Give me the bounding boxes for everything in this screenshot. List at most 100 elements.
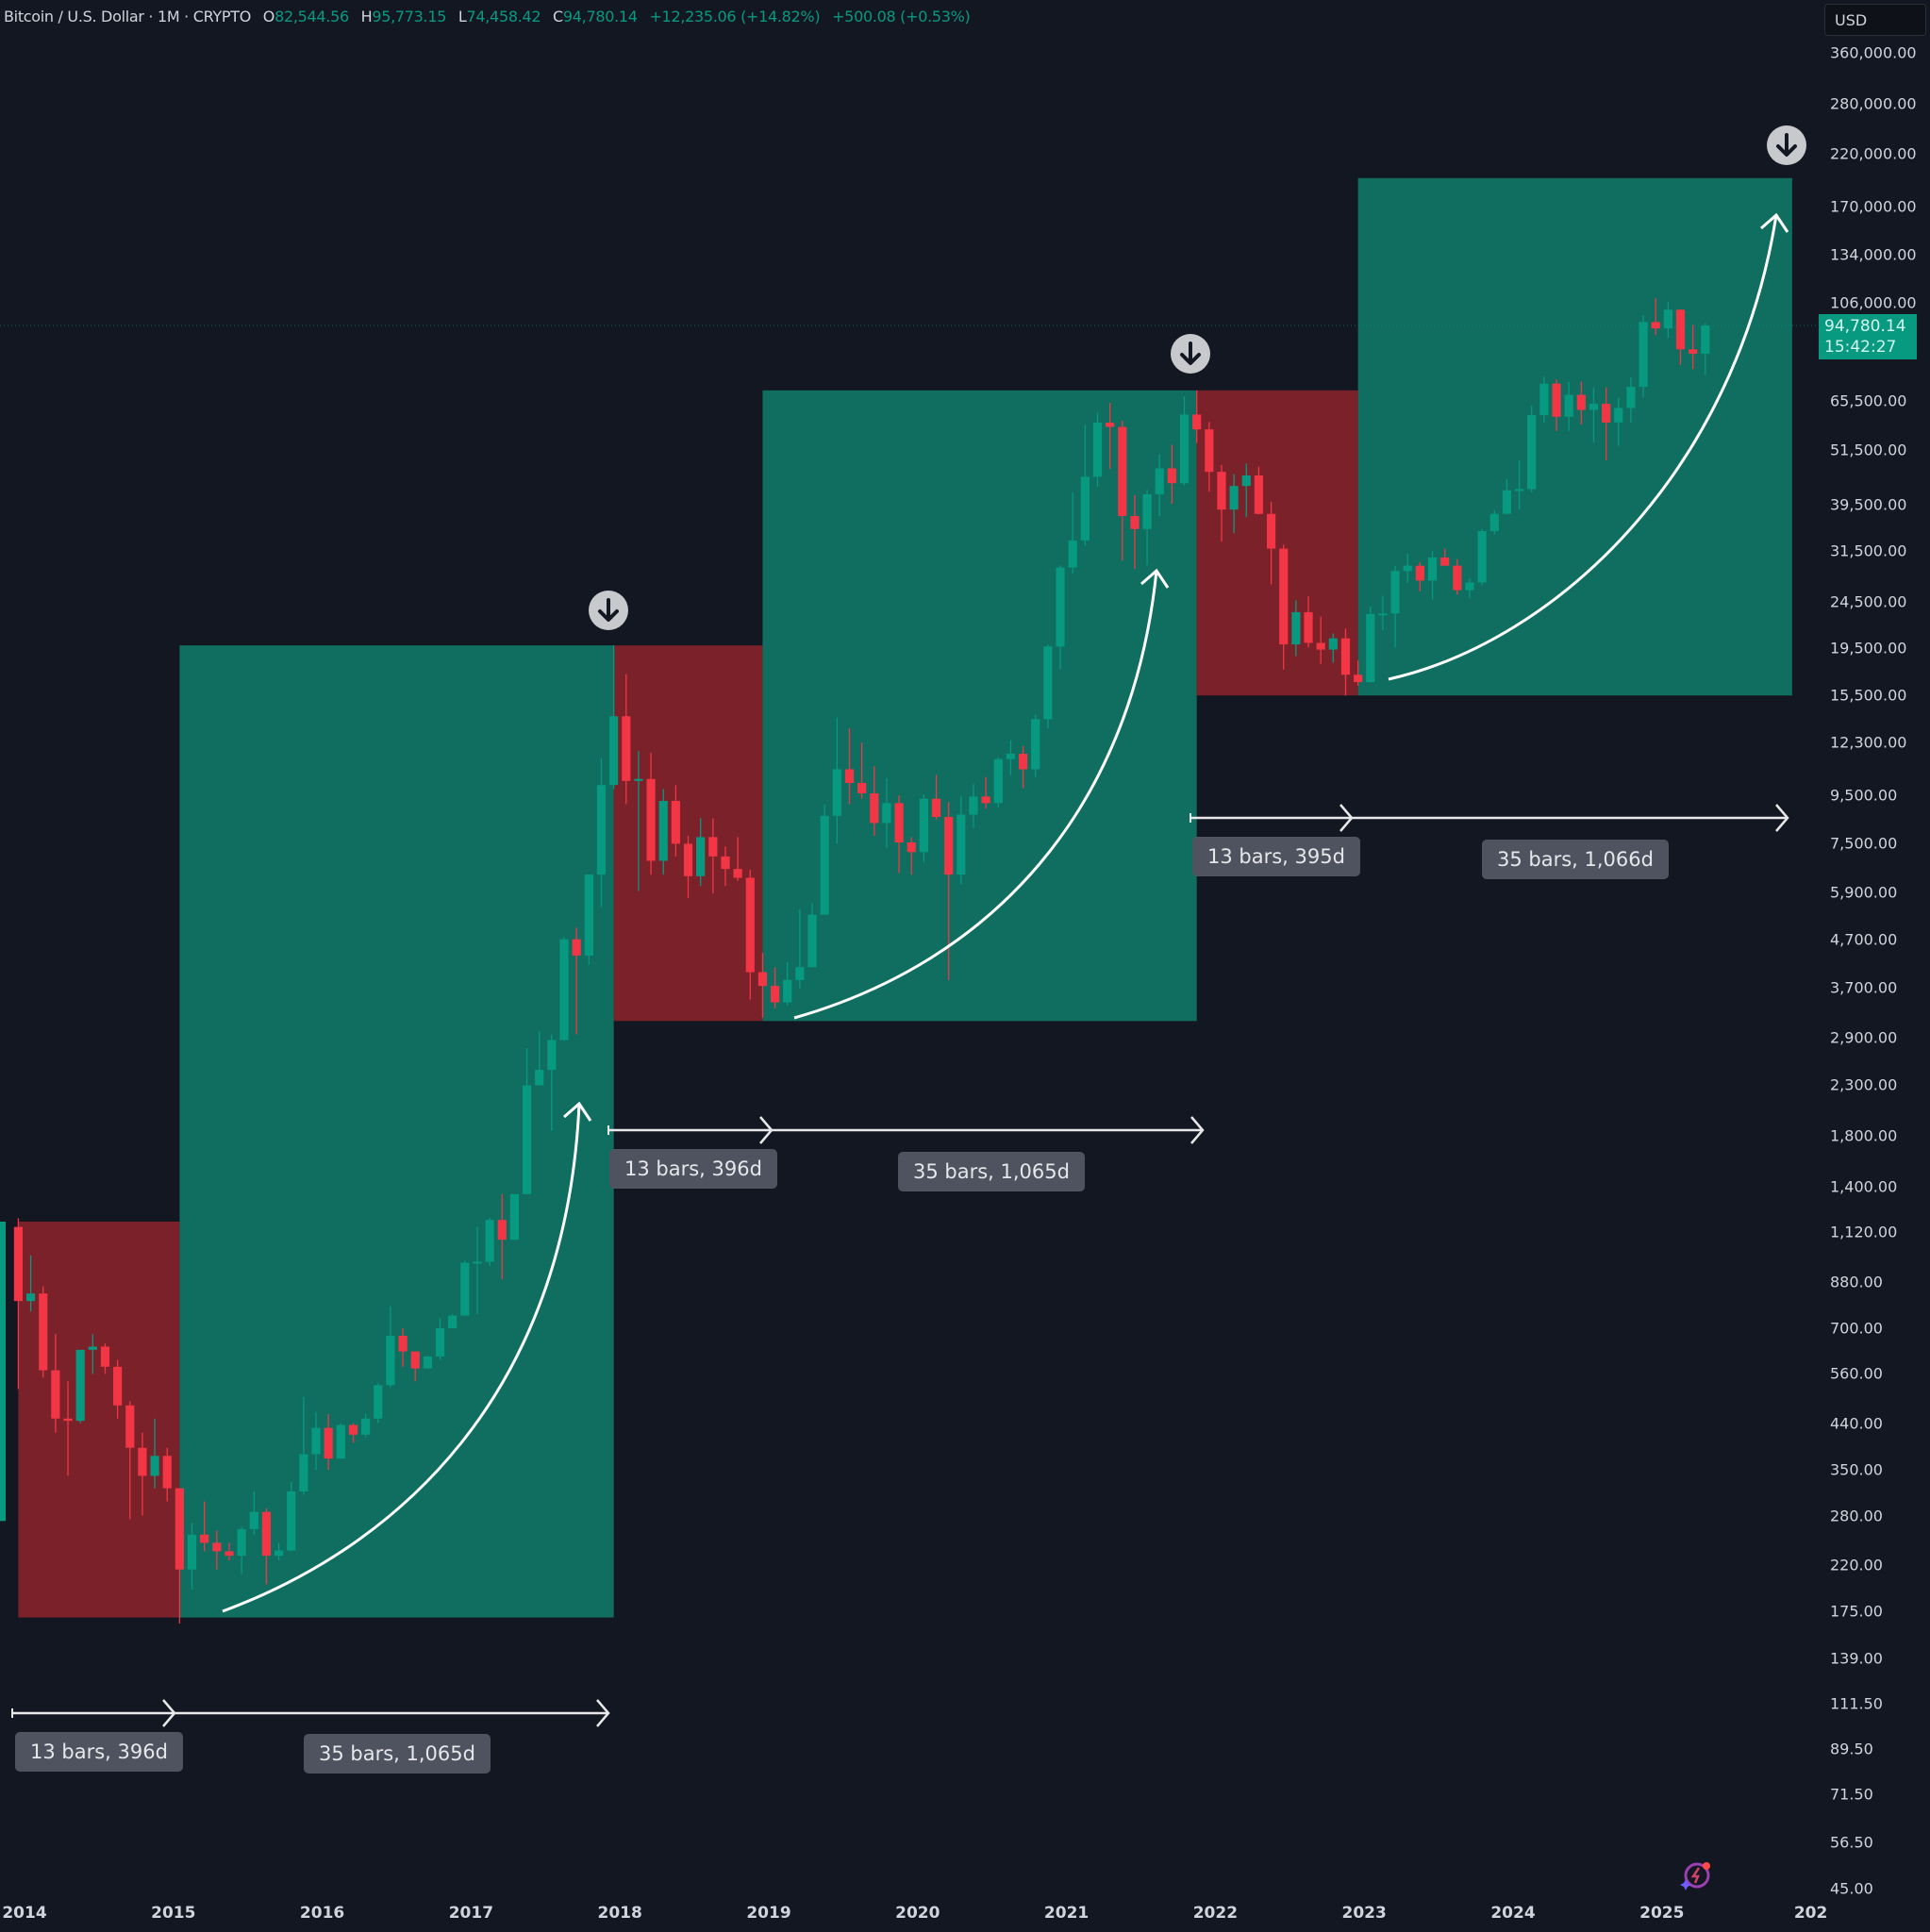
open-label: O bbox=[262, 8, 275, 25]
price-tick-label: 280.00 bbox=[1830, 1507, 1883, 1525]
candle bbox=[1241, 475, 1251, 487]
candle bbox=[1043, 646, 1053, 720]
candle bbox=[138, 1447, 147, 1476]
candle bbox=[1663, 309, 1672, 329]
price-tick-label: 440.00 bbox=[1830, 1414, 1883, 1433]
bear-cycle-zone[interactable] bbox=[1196, 390, 1358, 696]
price-tick-label: 1,120.00 bbox=[1830, 1223, 1898, 1241]
candle bbox=[398, 1335, 408, 1352]
extra-change-value: +500.08 (+0.53%) bbox=[832, 8, 971, 25]
candle bbox=[374, 1385, 383, 1419]
price-tick-label: 4,700.00 bbox=[1830, 930, 1898, 949]
price-axis[interactable]: 360,000.00 280,000.00 220,000.00 170,000.00… bbox=[1821, 0, 1930, 1932]
down-arrow-circle-icon[interactable] bbox=[589, 591, 628, 630]
candle bbox=[969, 796, 978, 815]
measure-label-bull-2: 35 bars, 1,065d bbox=[898, 1152, 1085, 1191]
price-tick-label: 700.00 bbox=[1830, 1319, 1883, 1338]
trend-arrow[interactable] bbox=[222, 1103, 581, 1613]
candle bbox=[448, 1315, 458, 1329]
candle bbox=[1639, 322, 1648, 388]
price-tick-label: 2,900.00 bbox=[1830, 1028, 1898, 1047]
price-tick-label: 39,500.00 bbox=[1830, 495, 1907, 514]
price-tick-label: 360,000.00 bbox=[1830, 43, 1917, 62]
candle bbox=[1415, 565, 1424, 581]
candle bbox=[509, 1193, 520, 1241]
candle bbox=[274, 1550, 284, 1557]
candle bbox=[1167, 468, 1176, 484]
candle bbox=[745, 877, 755, 973]
bear-cycle-zone[interactable] bbox=[18, 1221, 180, 1618]
price-tick-label: 106,000.00 bbox=[1830, 293, 1917, 312]
price-tick-label: 280,000.00 bbox=[1830, 94, 1917, 113]
price-tick-label: 19,500.00 bbox=[1830, 639, 1907, 658]
candle bbox=[1440, 557, 1450, 566]
candle bbox=[721, 856, 730, 870]
candle bbox=[1502, 490, 1512, 514]
symbol-title[interactable]: Bitcoin / U.S. Dollar · 1M · CRYPTO bbox=[4, 8, 251, 25]
candle bbox=[894, 803, 904, 842]
candle bbox=[1390, 571, 1400, 614]
candle bbox=[324, 1427, 333, 1459]
candle bbox=[646, 778, 656, 861]
down-arrow-circle-icon[interactable] bbox=[1767, 125, 1806, 165]
candle bbox=[1527, 414, 1537, 490]
candle bbox=[919, 798, 928, 853]
candle bbox=[757, 972, 768, 987]
bull-cycle-zone[interactable] bbox=[762, 390, 1197, 1022]
time-tick-label: 2023 bbox=[1341, 1904, 1387, 1923]
candle bbox=[473, 1261, 482, 1264]
candle bbox=[386, 1335, 395, 1386]
candle bbox=[658, 801, 668, 861]
time-tick-label: 2019 bbox=[746, 1904, 791, 1923]
candle bbox=[299, 1454, 308, 1492]
candle bbox=[584, 874, 593, 956]
candle bbox=[1651, 322, 1660, 329]
candle bbox=[212, 1542, 222, 1552]
price-tick-label: 139.00 bbox=[1830, 1649, 1883, 1668]
candle bbox=[1092, 423, 1103, 477]
measure-label-bear-1: 13 bars, 396d bbox=[15, 1732, 183, 1772]
price-tick-label: 350.00 bbox=[1830, 1460, 1883, 1479]
current-price: 94,780.14 bbox=[1824, 317, 1906, 337]
candle bbox=[1675, 309, 1686, 350]
low-value: 74,458.42 bbox=[466, 8, 541, 25]
candle bbox=[708, 837, 718, 857]
bull-cycle-zone[interactable] bbox=[1357, 177, 1792, 696]
candle bbox=[1477, 530, 1487, 583]
price-tick-label: 24,500.00 bbox=[1830, 592, 1907, 611]
currency-selector[interactable]: USD bbox=[1824, 4, 1926, 36]
price-tick-label: 2,300.00 bbox=[1830, 1075, 1898, 1094]
measure-label-bull-3: 35 bars, 1,066d bbox=[1482, 840, 1669, 879]
price-tick-label: 65,500.00 bbox=[1830, 391, 1907, 410]
candle bbox=[1006, 754, 1016, 759]
price-chart-canvas[interactable] bbox=[0, 0, 1821, 1896]
down-arrow-circle-icon[interactable] bbox=[1171, 334, 1210, 374]
candle bbox=[1192, 414, 1202, 430]
bear-cycle-zone[interactable] bbox=[613, 645, 763, 1022]
candle bbox=[795, 967, 805, 980]
candle bbox=[1031, 719, 1040, 770]
trend-arrow[interactable] bbox=[1388, 214, 1778, 681]
candle bbox=[882, 803, 891, 824]
candle bbox=[733, 869, 742, 878]
candle bbox=[572, 939, 581, 956]
candle bbox=[1142, 493, 1152, 529]
candle bbox=[1229, 486, 1239, 510]
candle bbox=[225, 1551, 234, 1557]
tradingview-assistant-icon[interactable] bbox=[1677, 1857, 1715, 1894]
bull-cycle-zone[interactable] bbox=[179, 645, 614, 1618]
candle bbox=[609, 716, 619, 786]
candle bbox=[1453, 565, 1462, 591]
candle bbox=[1118, 426, 1127, 517]
candle bbox=[1304, 611, 1313, 643]
candle bbox=[1130, 516, 1140, 529]
price-tick-label: 12,300.00 bbox=[1830, 733, 1907, 752]
trend-arrow[interactable] bbox=[793, 570, 1158, 1020]
time-tick-label: 2016 bbox=[299, 1904, 345, 1923]
time-tick-label: 2020 bbox=[895, 1904, 940, 1923]
candle bbox=[844, 769, 855, 783]
time-tick-label: 2025 bbox=[1639, 1904, 1685, 1923]
bar-countdown: 15:42:27 bbox=[1824, 338, 1897, 358]
candle bbox=[1068, 540, 1077, 568]
candle bbox=[249, 1511, 258, 1529]
